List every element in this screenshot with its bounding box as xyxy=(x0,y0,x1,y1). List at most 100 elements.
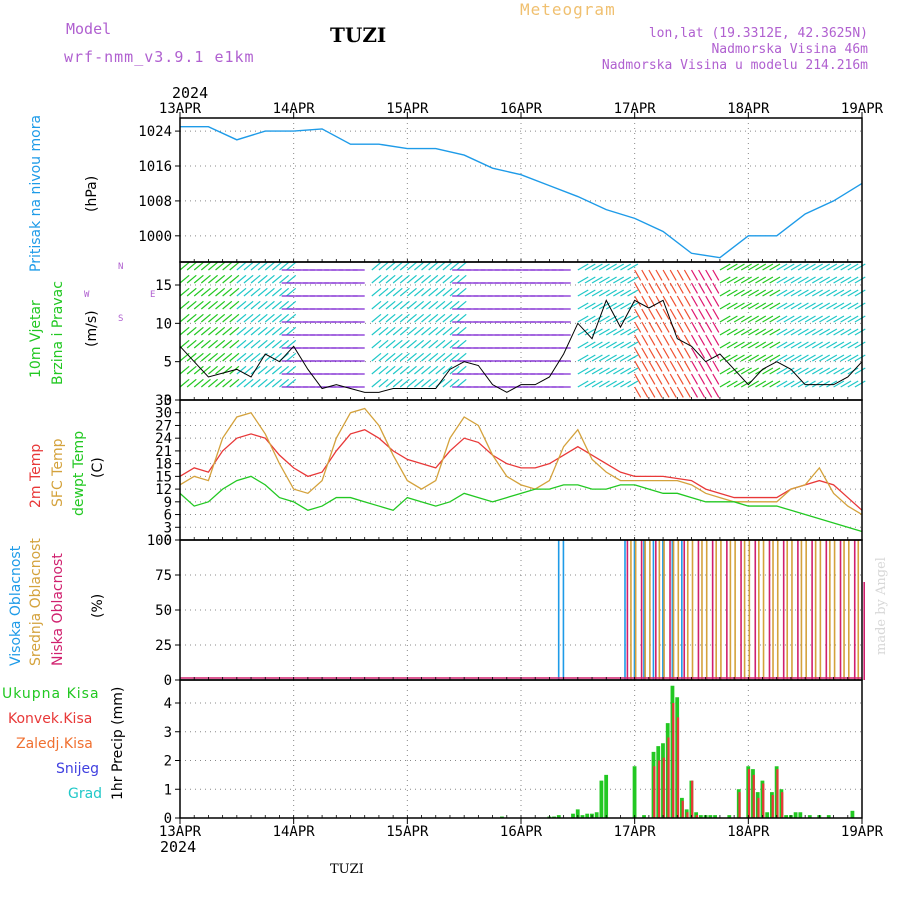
wind-arrow xyxy=(257,326,268,336)
wind-arrow xyxy=(591,289,603,297)
wind-arrow xyxy=(854,315,866,323)
wind-arrow xyxy=(378,313,389,323)
precip-bar xyxy=(642,815,646,818)
wind-arrow xyxy=(250,300,261,310)
wind-arrow xyxy=(208,274,218,284)
wind-arrow xyxy=(250,352,261,362)
cloud-bar xyxy=(634,540,637,680)
wind-arrow xyxy=(634,321,642,333)
wind-arrow xyxy=(783,276,795,284)
wind-arrow xyxy=(748,263,760,271)
wind-arrow xyxy=(613,315,625,323)
wind-arrow xyxy=(421,352,432,362)
wind-arrow xyxy=(755,328,767,336)
wind-arrow xyxy=(243,274,254,284)
wind-arrow xyxy=(399,352,410,362)
wind-arrow xyxy=(179,378,190,388)
time-tick-top: 15APR xyxy=(386,101,429,117)
wind-arrow xyxy=(655,308,663,320)
wind-arrow xyxy=(847,302,859,310)
wind-arrow xyxy=(683,386,691,398)
wind-arrow xyxy=(257,274,268,284)
wind-arrow xyxy=(271,300,282,310)
wind-arrow xyxy=(840,341,852,349)
wind-arrow xyxy=(584,276,596,284)
wind-arrow xyxy=(726,380,738,388)
wind-arrow xyxy=(605,380,617,388)
wind-arrow xyxy=(243,287,254,297)
wind-arrow xyxy=(620,276,632,284)
wind-arrow xyxy=(669,295,677,307)
cloud-bar xyxy=(800,540,803,680)
wind-arrow xyxy=(371,261,382,271)
wind-arrow xyxy=(392,261,403,271)
wind-arrow xyxy=(662,373,670,385)
wind-arrow xyxy=(683,347,691,359)
precip-legend-total: Ukupna Kisa xyxy=(2,686,100,702)
wind-arrow xyxy=(414,300,425,310)
wind-arrow xyxy=(421,326,432,336)
wind-arrow xyxy=(648,334,656,346)
wind-arrow xyxy=(577,354,589,362)
precip-bar xyxy=(691,780,694,818)
wind-arrow xyxy=(762,354,774,362)
wind-arrow xyxy=(577,276,589,284)
cloud-bar xyxy=(829,540,831,680)
wind-arrow xyxy=(748,276,760,284)
wind-arrow xyxy=(847,276,859,284)
wind-arrow xyxy=(797,380,809,388)
wind-arrow xyxy=(584,367,596,375)
wind-arrow xyxy=(726,341,738,349)
wind-arrow xyxy=(208,313,218,323)
wind-arrow xyxy=(719,263,731,271)
wind-arrow xyxy=(712,347,720,359)
wind-arrow xyxy=(804,328,816,336)
year-bottom: 2024 xyxy=(160,838,197,856)
wind-arrow xyxy=(264,365,275,375)
wind-arrow xyxy=(854,302,866,310)
wind-arrow xyxy=(250,326,261,336)
wind-arrow xyxy=(634,347,642,359)
wind-arrow xyxy=(854,341,866,349)
y-tick-label: 0 xyxy=(164,673,172,689)
cloud-bar xyxy=(715,540,717,680)
wind-arrow xyxy=(286,300,297,310)
wind-arrow xyxy=(598,315,610,323)
precip-bar xyxy=(599,780,604,818)
wind-arrow xyxy=(790,289,802,297)
wind-arrow xyxy=(705,360,713,372)
wind-arrow xyxy=(271,378,282,388)
wind-arrow xyxy=(840,354,852,362)
wind-arrow xyxy=(421,300,432,310)
wind-arrow xyxy=(449,378,460,388)
cloud-bar xyxy=(863,582,865,680)
wind-arrow xyxy=(591,302,603,310)
wind-arrow xyxy=(811,263,823,271)
wind-arrow xyxy=(776,315,788,323)
wind-arrow xyxy=(193,339,204,349)
wind-arrow xyxy=(826,315,838,323)
cloud-bar xyxy=(758,540,760,680)
wind-arrow xyxy=(620,367,632,375)
wind-arrow xyxy=(854,289,866,297)
wind-arrow xyxy=(655,386,663,398)
wind-arrow xyxy=(236,339,247,349)
wind-arrow xyxy=(271,313,282,323)
y-tick-label: 12 xyxy=(155,482,172,498)
wind-arrow xyxy=(591,315,603,323)
wind-arrow xyxy=(854,367,866,375)
wind-arrow xyxy=(648,386,656,398)
wind-arrow xyxy=(726,263,738,271)
wind-arrow xyxy=(648,295,656,307)
wind-arrow xyxy=(208,300,218,310)
precip-bar xyxy=(738,792,741,818)
wind-arrow xyxy=(613,289,625,297)
wind-arrow xyxy=(279,261,290,271)
wind-arrow xyxy=(769,302,781,310)
precip-bar xyxy=(580,815,585,818)
wind-arrow xyxy=(655,269,663,281)
wind-arrow xyxy=(598,380,610,388)
wind-arrow xyxy=(690,295,699,307)
wind-arrow xyxy=(776,380,788,388)
wind-arrow xyxy=(719,354,731,362)
